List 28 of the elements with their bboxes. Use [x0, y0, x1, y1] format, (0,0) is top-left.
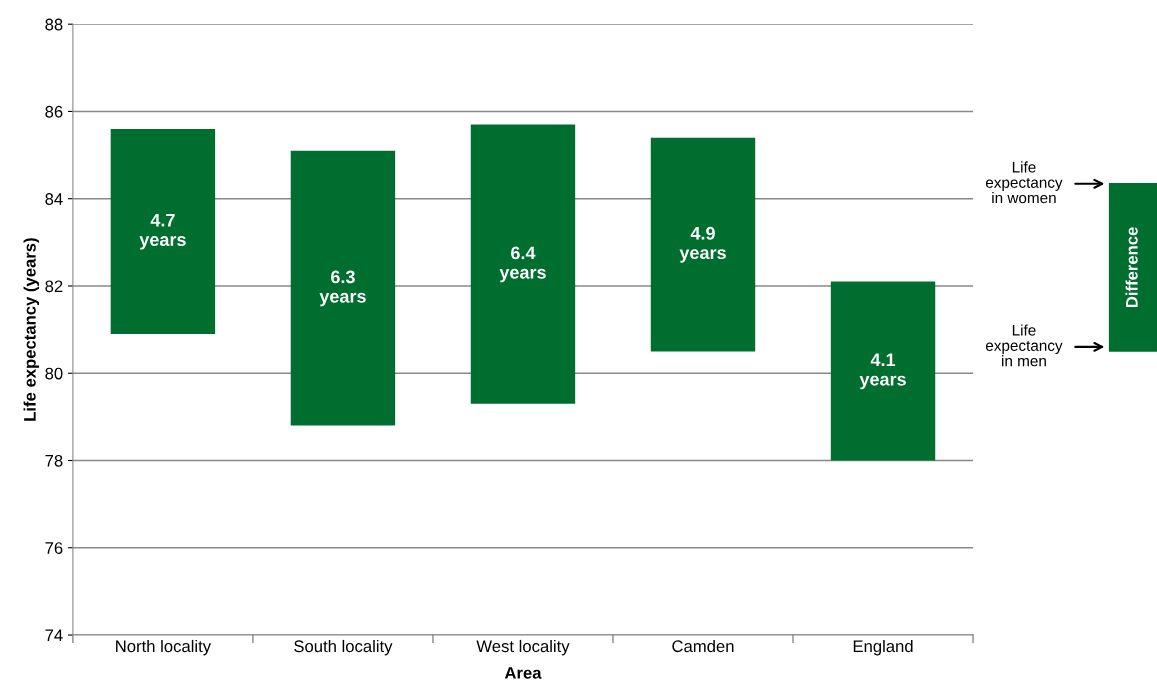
x-tick-label: Camden: [672, 639, 734, 653]
y-tick-label: 88: [45, 18, 63, 31]
y-tick-label: 78: [45, 454, 63, 467]
x-tick-label: North locality: [116, 639, 212, 656]
bar: [830, 281, 936, 461]
y-tick-label: 82: [45, 280, 63, 293]
y-axis-title: Life expectancy (years): [23, 238, 40, 421]
text: Difference: [1125, 227, 1138, 308]
x-tick-label: England: [853, 639, 913, 656]
bar: [290, 150, 396, 426]
y-tick-label: 76: [45, 542, 63, 554]
data-label: 4.7 years: [139, 213, 186, 250]
text: Life expectancy in men: [985, 324, 1063, 367]
data-label: 4.1 years: [859, 353, 906, 390]
y-tick-label: 80: [45, 367, 63, 380]
bar: [650, 137, 756, 352]
bar: [470, 124, 576, 404]
data-label: 4.9 years: [679, 226, 726, 263]
x-tick-label: South locality: [294, 639, 393, 656]
y-tick-label: 86: [45, 105, 63, 118]
text: Life expectancy in women: [985, 161, 1063, 204]
x-tick-label: West locality: [476, 639, 570, 656]
data-label: 6.4 years: [499, 246, 546, 283]
data-label: 6.3 years: [319, 270, 366, 307]
y-tick-label: 74: [45, 629, 63, 642]
bar: [110, 128, 216, 334]
x-axis-title: Area: [504, 667, 542, 679]
y-tick-label: 84: [45, 193, 63, 205]
